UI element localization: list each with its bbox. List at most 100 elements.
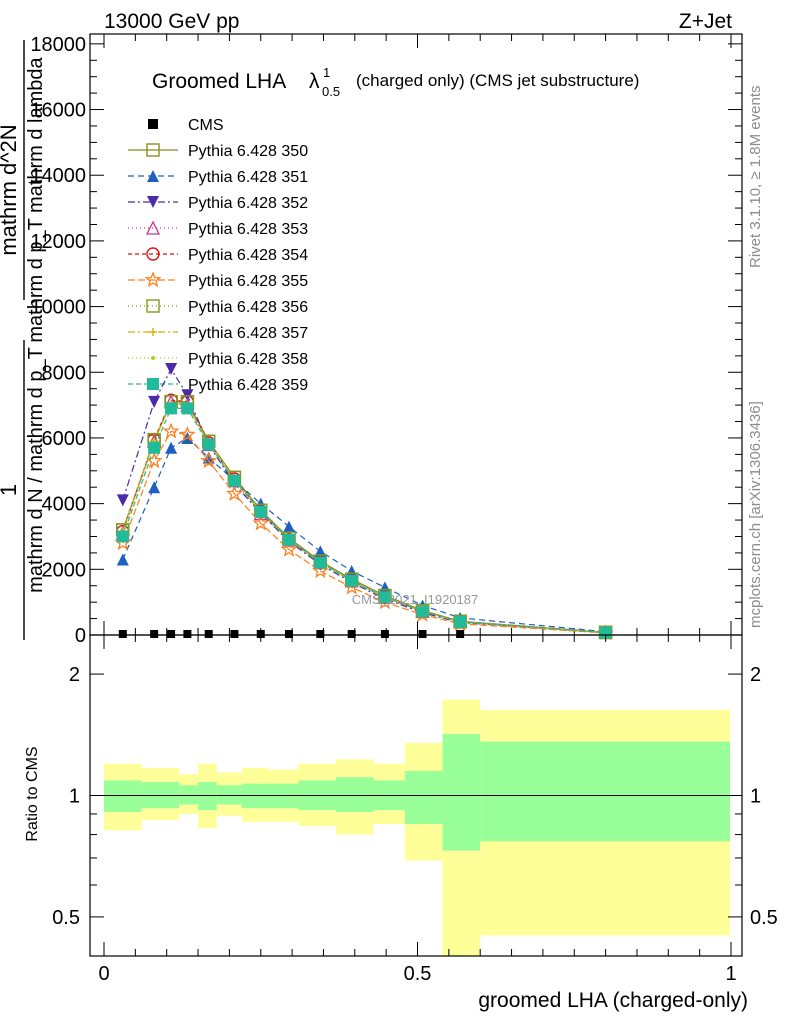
watermark: CMS_2021_I1920187 — [352, 592, 479, 607]
series-marker-6 — [179, 425, 196, 442]
main-y-ticks: 0 2000 4000 6000 8000 10000 12000 14000 16000 180… — [30, 34, 742, 647]
ratio-x-ticks: 0 0.5 1 — [98, 635, 737, 985]
legend-label: Pythia 6.428 352 — [188, 195, 308, 212]
legend-marker — [146, 299, 160, 313]
x-tick-label: 1 — [725, 963, 736, 985]
mcplots-label: mcplots.cern.ch [arXiv:1306.3436] — [747, 401, 764, 628]
main-panel: 0 2000 4000 6000 8000 10000 12000 14000 16000 180… — [0, 33, 743, 647]
ratio-band-inner — [480, 741, 730, 842]
main-y-tick-label: 2000 — [42, 559, 87, 581]
data-marker — [456, 630, 465, 639]
legend-label: Pythia 6.428 356 — [188, 299, 308, 316]
legend-marker — [151, 356, 155, 360]
main-y-tick-label: 4000 — [42, 494, 87, 516]
ratio-band-inner — [179, 785, 199, 805]
main-y-axis-label: 1 mathrm d N / mathrm d p_T mathrm d^2N … — [0, 40, 47, 640]
x-tick-label: 0.5 — [404, 963, 432, 985]
series-marker-10 — [314, 556, 327, 569]
main-y-tick-label: 12000 — [30, 231, 86, 253]
ylabel-num: mathrm d^2N — [0, 124, 21, 255]
data-marker — [204, 630, 213, 639]
legend-marker — [146, 143, 160, 157]
title-main: Groomed LHA — [152, 70, 286, 93]
title-sub: 0.5 — [322, 84, 340, 99]
data-marker — [230, 630, 239, 639]
series-marker-10 — [181, 402, 194, 415]
main-x-ticks — [103, 34, 732, 635]
rivet-version-label: Rivet 3.1.10, ≥ 1.8M events — [747, 85, 764, 269]
plot-title: Groomed LHA λ 1 0.5 (charged only) (CMS … — [152, 65, 639, 99]
series-marker-6 — [162, 422, 180, 439]
series-marker-2 — [116, 553, 129, 566]
legend: CMS Pythia 6.428 350 Pythia 6.428 351 Pythi… — [128, 117, 308, 394]
series-marker-2 — [314, 545, 327, 558]
title-sup: 1 — [323, 65, 330, 80]
ratio-bands — [104, 699, 730, 956]
main-y-tick-label: 6000 — [42, 428, 87, 450]
series-marker-10 — [378, 591, 391, 604]
series-marker-3 — [165, 362, 178, 375]
ratio-band-inner — [442, 734, 481, 851]
series-marker-10 — [148, 441, 161, 454]
legend-label: Pythia 6.428 350 — [188, 143, 308, 160]
ylabel-frac-num: 1 — [0, 484, 21, 496]
series-marker-3 — [116, 494, 129, 507]
process-label: Z+Jet — [679, 10, 732, 33]
main-y-tick-label: 16000 — [30, 100, 86, 122]
main-y-tick-label: 18000 — [30, 34, 86, 56]
data-marker — [347, 630, 356, 639]
series-marker-2 — [378, 581, 391, 594]
x-tick-label: 0 — [98, 963, 109, 985]
series-marker-2 — [202, 451, 215, 464]
title-symbol: λ — [309, 70, 320, 93]
legend-label: Pythia 6.428 354 — [188, 247, 308, 264]
series-marker-2 — [282, 520, 295, 533]
series-marker-6 — [252, 514, 270, 531]
energy-label: 13000 GeV pp — [104, 10, 239, 33]
series-marker-10 — [202, 438, 215, 451]
data-marker — [284, 630, 293, 639]
legend-label: CMS — [188, 117, 224, 134]
data-marker — [167, 630, 176, 639]
series-line-2 — [122, 437, 606, 633]
series-marker-6 — [280, 540, 298, 557]
legend-marker-data — [148, 119, 158, 129]
legend-marker — [147, 196, 159, 208]
series-marker-10 — [282, 533, 295, 546]
series-marker-3 — [148, 395, 161, 408]
series-marker-10 — [228, 474, 241, 487]
legend-label: Pythia 6.428 355 — [188, 273, 308, 290]
legend-marker — [144, 271, 162, 288]
data-marker — [183, 630, 192, 639]
series-marker-10 — [165, 402, 178, 415]
legend-label: Pythia 6.428 358 — [188, 351, 308, 368]
series-marker-2 — [165, 441, 178, 454]
legend-marker — [147, 378, 159, 390]
legend-marker — [147, 170, 159, 182]
ylabel-frac-den: mathrm d N / mathrm d p_T — [25, 347, 47, 593]
legend-label: Pythia 6.428 357 — [188, 325, 308, 342]
series-marker-10 — [416, 605, 429, 618]
legend-marker — [145, 220, 161, 235]
ratio-y-tick-label-right: 0.5 — [750, 907, 778, 929]
ratio-y-ticks: 0.5 1 2 0.5 1 2 — [52, 664, 778, 929]
main-y-tick-label: 8000 — [42, 362, 87, 384]
data-marker — [256, 630, 265, 639]
ratio-band-inner — [335, 777, 374, 813]
data-marker — [418, 630, 427, 639]
series-marker-10 — [454, 615, 467, 628]
series-marker-6 — [200, 452, 218, 469]
data-marker — [118, 630, 127, 639]
ratio-y-tick-label: 0.5 — [52, 907, 80, 929]
ratio-band-inner — [104, 780, 142, 813]
legend-marker — [146, 247, 160, 261]
main-y-tick-label: 14000 — [30, 165, 86, 187]
legend-label: Pythia 6.428 353 — [188, 221, 308, 238]
series-marker-10 — [254, 505, 267, 518]
ylabel-den-top: mathrm d p_T mathrm d lambda — [25, 56, 47, 342]
ratio-band-inner — [198, 782, 217, 811]
series-marker-6 — [226, 484, 243, 501]
ratio-band-inner — [404, 771, 443, 824]
series-line-7 — [122, 401, 606, 633]
